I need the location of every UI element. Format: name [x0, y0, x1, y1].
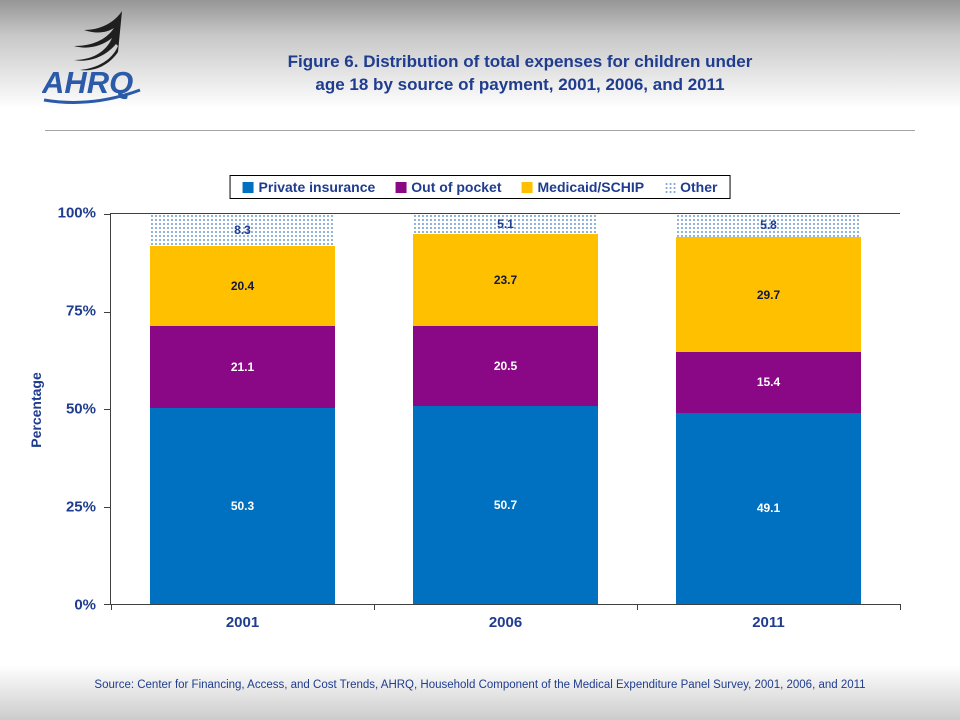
footer-gradient-band: [0, 665, 960, 720]
y-tick-mark: [104, 214, 111, 215]
legend-label: Other: [680, 179, 718, 195]
bar-segment-value: 8.3: [234, 223, 251, 238]
x-tick-mark: [900, 604, 901, 610]
bar-segment: 49.1: [676, 412, 861, 604]
bar-slot: 50.7 20.5 23.7 5.1: [374, 214, 637, 604]
figure-title: Figure 6. Distribution of total expenses…: [150, 50, 890, 96]
bar-segment-value: 21.1: [230, 359, 255, 374]
y-tick-mark: [104, 604, 111, 605]
stacked-bar-2001: 50.3 21.1 20.4 8.3: [150, 214, 335, 604]
legend-item: Private insurance: [242, 179, 376, 195]
legend-swatch: [664, 181, 676, 193]
header-gradient-band: [0, 0, 960, 128]
hhs-eagle-icon: [74, 11, 122, 71]
bar-segment: 29.7: [676, 236, 861, 353]
bar-segment: 20.4: [150, 246, 335, 326]
x-tick-label: 2001: [225, 614, 260, 631]
bar-segment-value: 50.3: [230, 499, 255, 513]
bar-segment-value: 29.7: [756, 287, 781, 302]
x-tick-mark: [111, 604, 112, 610]
y-tick-mark: [104, 311, 111, 313]
bar-segment: 50.7: [413, 406, 598, 604]
plot-area: 2001 2006 2011 50.3 21.1 20.4 8.3 50.7 20.5 23.7…: [104, 213, 901, 631]
bar-slot: 50.3 21.1 20.4 8.3: [111, 214, 374, 604]
bar-segment-value: 20.4: [230, 279, 255, 294]
figure-title-line1: Figure 6. Distribution of total expenses…: [287, 52, 753, 71]
legend-swatch: [242, 181, 254, 193]
legend: Private insurance Out of pocket Medicaid/S…: [229, 175, 731, 199]
source-note: Source: Center for Financing, Access, an…: [94, 679, 866, 691]
bar-segment-value: 5.1: [497, 216, 514, 231]
bar-segment: 21.1: [150, 325, 335, 409]
bar-segment-value: 15.4: [756, 375, 781, 390]
chart-area: Percentage 0% 25% 50% 75% 100% 2001 2006 2011 …: [28, 205, 901, 631]
bar-segment-value: 20.5: [493, 359, 518, 374]
x-tick-label: 2006: [488, 614, 523, 631]
ahrq-logo-svg: AHRQ: [41, 11, 141, 104]
bar-segment-value: 23.7: [493, 273, 518, 288]
stacked-bar-2006: 50.7 20.5 23.7 5.1: [413, 214, 598, 604]
x-tick-mark: [636, 604, 638, 610]
bar-slot: 49.1 15.4 29.7 5.8: [637, 214, 900, 604]
bar-segment-value: 50.7: [493, 498, 518, 513]
bar-segment: 20.5: [413, 326, 598, 407]
legend-swatch: [395, 181, 407, 193]
bar-segment: 23.7: [413, 233, 598, 327]
legend-label: Medicaid/SCHIP: [537, 179, 645, 195]
y-axis-ticks: 0% 25% 50% 75% 100%: [48, 205, 104, 614]
bar-segment: 50.3: [150, 408, 335, 604]
ahrq-logo: AHRQ: [41, 6, 142, 108]
bar-segment: 5.1: [413, 214, 598, 234]
legend-label: Out of pocket: [411, 179, 502, 195]
bar-segment: 8.3: [150, 214, 335, 247]
y-tick-label: 25%: [65, 498, 96, 516]
legend-item: Medicaid/SCHIP: [521, 179, 645, 195]
y-tick-label: 50%: [65, 400, 96, 418]
figure-title-line2: age 18 by source of payment, 2001, 2006,…: [315, 75, 725, 94]
ahrq-wordmark: AHRQ: [42, 65, 133, 100]
y-tick-label: 100%: [57, 204, 96, 222]
x-axis-labels: 2001 2006 2011: [111, 614, 900, 631]
legend-item: Out of pocket: [395, 179, 502, 195]
bar-segment-value: 5.8: [760, 218, 777, 233]
legend-item: Other: [664, 179, 717, 195]
y-tick-label: 75%: [65, 302, 96, 320]
legend-label: Private insurance: [258, 179, 376, 195]
x-tick-mark: [373, 604, 375, 610]
y-tick-mark: [104, 409, 111, 410]
bar-segment: 5.8: [676, 214, 861, 237]
x-tick-label: 2011: [752, 614, 785, 631]
legend-swatch: [521, 181, 533, 193]
y-tick-label: 0%: [74, 596, 96, 614]
stacked-bar-2011: 49.1 15.4 29.7 5.8: [676, 214, 861, 604]
header-divider-line: [45, 130, 915, 131]
bar-segment: 15.4: [676, 352, 861, 413]
bar-segment-value: 49.1: [756, 501, 781, 516]
y-tick-mark: [104, 506, 111, 508]
ahrq-swoosh: [43, 88, 141, 104]
